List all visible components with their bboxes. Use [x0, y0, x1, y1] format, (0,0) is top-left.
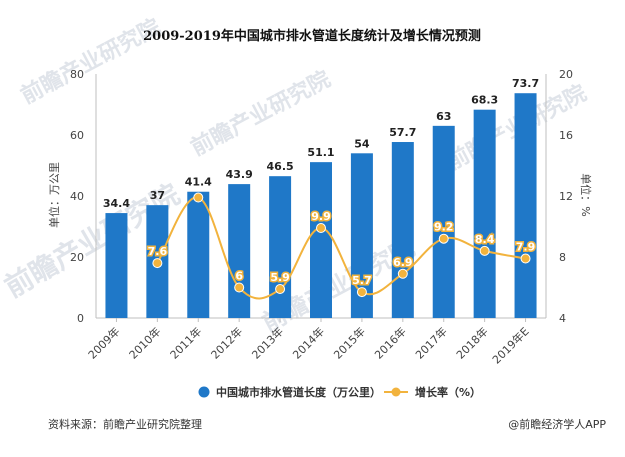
left-axis-tick-label: 80 — [70, 68, 84, 81]
x-axis-tick-label: 2019年E — [489, 324, 531, 366]
right-axis-tick-label: 4 — [559, 312, 566, 325]
x-axis-tick-label: 2017年 — [412, 324, 449, 361]
left-axis-ticks: 0 20 40 60 80 — [70, 68, 84, 325]
footer-credit: @前瞻经济学人APP — [508, 417, 606, 431]
left-axis-tick-label: 40 — [70, 190, 84, 203]
legend-line-label: 增长率（%） — [415, 385, 481, 399]
category-labels: 2009年 2010年 2011年 2012年 2013年 2014年 2015年 2016年… — [85, 318, 532, 367]
left-axis-tick-label: 60 — [70, 129, 84, 142]
growth-rate-point — [438, 233, 449, 244]
bar-value-label: 57.7 — [389, 126, 416, 139]
legend-bar-label: 中国城市排水管道长度（万公里） — [216, 385, 381, 399]
bar-value-label: 73.7 — [512, 77, 539, 90]
growth-rate-point — [234, 282, 245, 293]
growth-rate-label: 9.2 — [434, 221, 454, 234]
bar — [269, 176, 292, 318]
growth-rate-point — [479, 245, 490, 256]
bar — [187, 191, 210, 318]
growth-rate-point — [275, 284, 286, 295]
right-axis-tick-label: 12 — [559, 190, 573, 203]
growth-rate-point — [397, 268, 408, 279]
x-axis-tick-label: 2015年 — [331, 324, 368, 361]
legend: 中国城市排水管道长度（万公里） 增长率（%） — [198, 385, 481, 399]
growth-rate-label: 8.4 — [475, 233, 495, 246]
bar-series — [105, 93, 537, 318]
growth-rate-series: 7.6 6 5.9 9.9 5.7 6.9 9.2 8.4 7.9 — [146, 192, 537, 300]
x-axis-tick-label: 2018年 — [453, 324, 490, 361]
growth-rate-label: 7.6 — [148, 245, 168, 258]
x-axis-tick-label: 2014年 — [290, 324, 327, 361]
right-axis: 单位：% 4 8 12 16 20 — [545, 68, 593, 325]
bar-value-label: 63 — [436, 110, 451, 123]
bar-value-label: 34.4 — [103, 197, 130, 210]
left-axis-tick-label: 0 — [77, 312, 84, 325]
bar-value-label: 68.3 — [471, 94, 498, 107]
bar-value-label: 46.5 — [267, 160, 294, 173]
right-axis-tick-label: 20 — [559, 68, 573, 81]
bar — [432, 125, 455, 318]
growth-rate-label: 9.9 — [311, 210, 331, 223]
right-axis-title: 单位：% — [579, 173, 593, 216]
legend-line-dot — [391, 387, 401, 397]
left-axis-tick-label: 20 — [70, 251, 84, 264]
bar — [105, 213, 128, 318]
watermark-layer: 前瞻产业研究院 前瞻产业研究院 前瞻产业研究院 前瞻产业研究院 前瞻产业研究院 — [0, 14, 591, 337]
right-axis-ticks: 4 8 12 16 20 — [559, 68, 573, 325]
bar — [228, 184, 251, 318]
growth-rate-point — [152, 258, 163, 269]
right-axis-tick-label: 8 — [559, 251, 566, 264]
bar-value-labels: 34.4 37 41.4 43.9 46.5 51.1 54 57.7 63 68.3 73.7 — [103, 77, 539, 210]
left-axis-title: 单位：万公里 — [47, 162, 61, 228]
bar — [310, 162, 332, 318]
chart-title: 2009-2019年中国城市排水管道长度统计及增长情况预测 — [143, 28, 481, 44]
bar — [350, 153, 373, 318]
x-axis-tick-label: 2010年 — [126, 324, 163, 361]
x-axis-tick-label: 2016年 — [371, 324, 408, 361]
bar-value-label: 37 — [150, 189, 165, 202]
growth-rate-label: 5.9 — [270, 271, 290, 284]
growth-rate-label: 5.7 — [352, 274, 372, 287]
growth-rate-line — [156, 196, 526, 300]
growth-rate-label: 7.9 — [516, 241, 536, 254]
growth-rate-label: 6 — [235, 270, 243, 283]
x-axis-tick-label: 2012年 — [208, 324, 245, 361]
growth-rate-point — [356, 287, 367, 298]
growth-rate-label: 6.9 — [393, 256, 413, 269]
bar-value-label: 41.4 — [185, 176, 212, 189]
growth-rate-point — [193, 192, 204, 203]
bar — [514, 93, 537, 318]
bar-value-label: 43.9 — [226, 168, 253, 181]
growth-rate-point — [520, 253, 531, 264]
bar — [473, 109, 496, 318]
x-axis-tick-label: 2009年 — [85, 324, 122, 361]
growth-rate-point — [316, 223, 326, 234]
bar-value-label: 51.1 — [307, 146, 334, 159]
footer-source: 资料来源：前瞻产业研究院整理 — [48, 417, 202, 431]
bar-value-label: 54 — [354, 137, 370, 150]
x-axis-tick-label: 2011年 — [167, 324, 204, 361]
right-axis-tick-label: 16 — [559, 129, 573, 142]
legend-bar-marker — [198, 386, 210, 398]
bar — [391, 142, 414, 318]
